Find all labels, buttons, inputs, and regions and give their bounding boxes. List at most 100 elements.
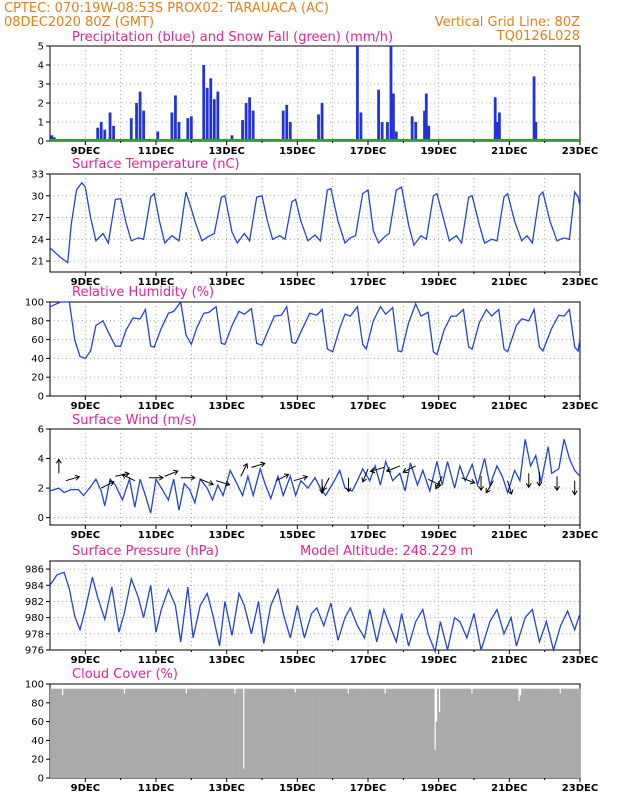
cloud-bar xyxy=(242,768,245,778)
precip-bar xyxy=(356,46,359,141)
wind-arrow xyxy=(386,465,400,472)
y-tick-label: 100 xyxy=(25,298,44,309)
cloud-bar xyxy=(251,688,254,778)
cloud-bar xyxy=(529,688,532,778)
cloud-bar xyxy=(232,688,235,778)
panel-title: Precipitation (blue) and Snow Fall (gree… xyxy=(72,30,393,45)
panel-title: Relative Humidity (%) xyxy=(72,285,214,300)
cloud-bar xyxy=(70,688,73,778)
y-tick-label: 100 xyxy=(25,680,44,691)
cloud-bar xyxy=(510,688,513,778)
cloud-bar xyxy=(157,688,160,778)
y-tick-label: 1 xyxy=(38,118,44,129)
cloud-bar xyxy=(204,688,207,778)
cloud-bar xyxy=(537,688,540,778)
cloud-bar xyxy=(136,688,139,778)
cloud-bar xyxy=(183,688,186,778)
wind-arrow-head xyxy=(571,490,578,496)
cloud-bar xyxy=(101,688,104,778)
precip-bar xyxy=(423,110,426,141)
wind-arrow xyxy=(65,476,80,482)
cloud-bar xyxy=(123,693,126,778)
precip-bar xyxy=(285,104,289,141)
cloud-bar xyxy=(456,688,459,778)
cloud-bar xyxy=(248,688,251,778)
cloud-bar xyxy=(225,688,227,778)
cloud-bar xyxy=(335,688,338,778)
cloud-bar xyxy=(50,688,52,778)
cloud-bar xyxy=(77,688,80,778)
cloud-bar xyxy=(466,688,469,778)
wind-arrow-head xyxy=(283,473,290,479)
cloud-bar xyxy=(282,688,285,778)
y-tick-label: 986 xyxy=(25,565,44,576)
cloud-bar xyxy=(83,688,86,778)
cloud-bar xyxy=(425,688,428,778)
cloud-bar xyxy=(285,688,288,778)
cloud-bar xyxy=(503,688,506,778)
y-tick-label: 0 xyxy=(38,392,44,403)
y-tick-label: 3 xyxy=(38,80,44,91)
cloud-bar xyxy=(509,688,512,778)
cloud-bar xyxy=(220,688,223,778)
x-tick-label: 17DEC xyxy=(350,530,386,541)
cloud-bar xyxy=(376,688,379,778)
cloud-bar xyxy=(407,688,410,778)
cloud-bar xyxy=(288,688,291,778)
cloud-bar xyxy=(384,693,386,778)
x-tick-label: 19DEC xyxy=(420,655,456,666)
precip-bar xyxy=(410,116,414,141)
precip-bar xyxy=(498,112,501,141)
wind-arrow xyxy=(507,480,513,495)
cloud-bar xyxy=(553,688,556,778)
x-tick-label: 19DEC xyxy=(420,783,456,794)
wind-arrow xyxy=(370,466,385,472)
cloud-bar xyxy=(512,688,515,778)
cloud-bar xyxy=(416,688,419,778)
cloud-bar xyxy=(522,688,525,778)
x-tick-label: 9DEC xyxy=(71,530,100,541)
cloud-bar xyxy=(114,688,117,778)
cloud-bar xyxy=(568,688,570,778)
cloud-bar xyxy=(404,688,407,778)
cloud-bar xyxy=(565,688,568,778)
cloud-bar xyxy=(572,688,575,778)
cloud-bar xyxy=(469,688,472,778)
cloud-bar xyxy=(219,688,222,778)
cloud-bar xyxy=(334,688,336,778)
cloud-bar xyxy=(450,688,453,778)
pressure-line xyxy=(49,571,581,654)
precip-bar xyxy=(129,118,133,141)
cloud-bar xyxy=(397,688,400,778)
y-tick-label: 60 xyxy=(31,335,44,346)
cloud-bar xyxy=(194,688,197,778)
y-tick-label: 0 xyxy=(38,513,44,524)
cloud-bar xyxy=(422,688,425,778)
cloud-bar xyxy=(521,688,523,778)
wind-arrow xyxy=(485,480,494,493)
cloud-bar xyxy=(312,688,314,778)
panel-title: Surface Pressure (hPa) xyxy=(72,544,219,559)
cloud-bar xyxy=(322,688,325,778)
cloud-bar xyxy=(292,688,295,778)
cloud-bar xyxy=(341,688,344,778)
cloud-bar xyxy=(490,688,492,778)
cloud-bar xyxy=(275,688,278,778)
cloud-bar xyxy=(97,688,99,778)
wind-arrow xyxy=(293,476,308,482)
wind-arrow-head xyxy=(554,485,560,492)
cloud-bar xyxy=(103,688,105,778)
x-tick-label: 13DEC xyxy=(208,655,244,666)
cloud-bar xyxy=(574,688,576,778)
cloud-bar xyxy=(538,688,541,778)
cloud-bar xyxy=(378,688,381,778)
cloud-bar xyxy=(516,688,519,778)
precip-bar xyxy=(495,122,499,141)
y-tick-label: 4 xyxy=(38,454,44,465)
wind-line xyxy=(49,439,581,514)
header-station: CPTEC: 070:19W-08:53S PROX02: TARAUACA (… xyxy=(4,1,329,16)
cloud-bar xyxy=(379,688,382,778)
cloud-bar xyxy=(267,688,270,778)
y-tick-label: 40 xyxy=(31,736,44,747)
cloud-bar xyxy=(214,688,217,778)
